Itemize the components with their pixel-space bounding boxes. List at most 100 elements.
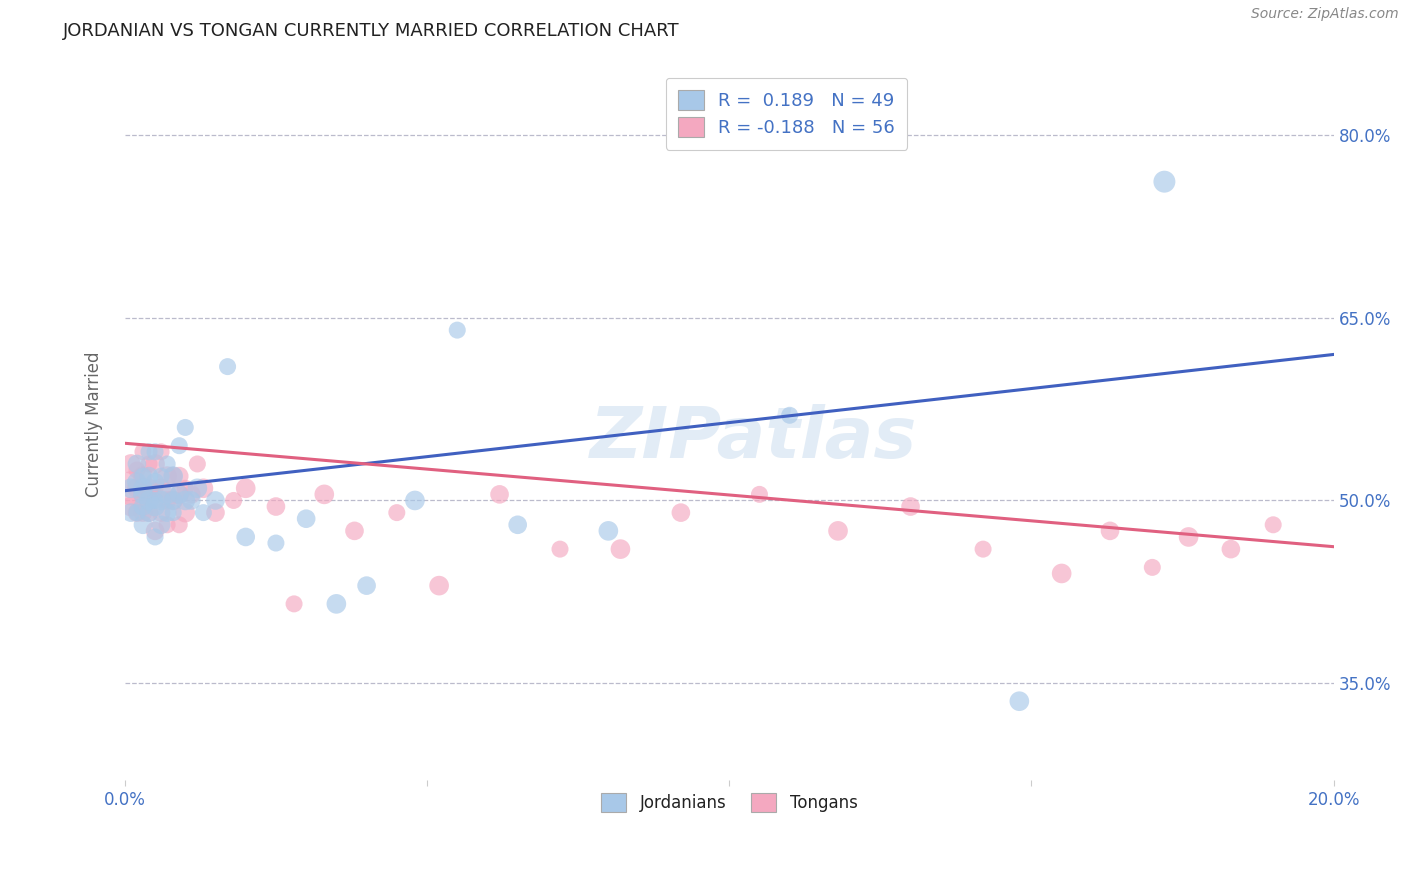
Point <box>548 542 571 557</box>
Point <box>120 457 142 471</box>
Point <box>174 420 197 434</box>
Point <box>1008 694 1031 708</box>
Point <box>488 487 510 501</box>
Point <box>385 506 408 520</box>
Point <box>264 500 287 514</box>
Point <box>132 469 155 483</box>
Point <box>1153 175 1175 189</box>
Point <box>1142 560 1164 574</box>
Point <box>138 444 160 458</box>
Point <box>1098 524 1121 538</box>
Point <box>156 493 179 508</box>
Point <box>125 506 148 520</box>
Point <box>120 506 142 520</box>
Point <box>132 481 155 495</box>
Legend: Jordanians, Tongans: Jordanians, Tongans <box>588 780 870 825</box>
Point <box>827 524 849 538</box>
Point <box>167 487 190 501</box>
Point <box>174 481 197 495</box>
Point <box>120 500 142 514</box>
Point <box>1177 530 1199 544</box>
Point <box>264 536 287 550</box>
Point <box>162 469 184 483</box>
Point <box>143 475 166 490</box>
Point <box>132 500 155 514</box>
Point <box>325 597 347 611</box>
Point <box>1050 566 1073 581</box>
Point <box>283 597 305 611</box>
Point <box>125 506 148 520</box>
Point <box>120 481 142 495</box>
Point <box>150 469 173 483</box>
Point <box>132 487 155 501</box>
Text: ZIPatlas: ZIPatlas <box>589 404 917 473</box>
Point <box>174 493 197 508</box>
Point <box>125 463 148 477</box>
Point <box>150 517 173 532</box>
Point <box>204 506 226 520</box>
Point <box>156 487 179 501</box>
Point <box>972 542 994 557</box>
Point <box>138 469 160 483</box>
Point <box>150 481 173 495</box>
Point <box>138 506 160 520</box>
Point <box>125 475 148 490</box>
Point <box>193 506 215 520</box>
Point <box>156 469 179 483</box>
Point <box>132 506 155 520</box>
Point <box>167 439 190 453</box>
Point <box>748 487 770 501</box>
Point <box>204 493 226 508</box>
Point <box>314 487 336 501</box>
Point <box>235 481 257 495</box>
Point <box>1219 542 1241 557</box>
Point <box>217 359 239 374</box>
Point <box>235 530 257 544</box>
Point <box>156 517 179 532</box>
Point <box>167 517 190 532</box>
Point <box>125 481 148 495</box>
Point <box>167 469 190 483</box>
Point <box>900 500 922 514</box>
Point <box>186 481 208 495</box>
Point <box>180 493 202 508</box>
Point <box>446 323 468 337</box>
Point <box>162 469 184 483</box>
Point <box>143 457 166 471</box>
Point <box>162 493 184 508</box>
Point <box>138 493 160 508</box>
Point <box>143 500 166 514</box>
Point <box>404 493 426 508</box>
Point <box>143 444 166 458</box>
Point <box>669 506 692 520</box>
Point <box>138 481 160 495</box>
Point <box>167 487 190 501</box>
Point <box>150 444 173 458</box>
Point <box>1263 517 1285 532</box>
Point <box>143 481 166 495</box>
Point <box>156 506 179 520</box>
Point <box>132 444 155 458</box>
Point <box>162 506 184 520</box>
Point <box>138 457 160 471</box>
Point <box>125 457 148 471</box>
Point <box>506 517 529 532</box>
Point <box>156 457 179 471</box>
Point <box>150 493 173 508</box>
Point <box>343 524 366 538</box>
Point <box>174 506 197 520</box>
Point <box>138 506 160 520</box>
Point <box>138 493 160 508</box>
Y-axis label: Currently Married: Currently Married <box>86 351 103 497</box>
Point <box>295 512 318 526</box>
Point <box>132 517 155 532</box>
Point <box>186 457 208 471</box>
Point <box>120 481 142 495</box>
Point <box>143 530 166 544</box>
Point <box>779 409 801 423</box>
Point <box>143 524 166 538</box>
Point <box>193 481 215 495</box>
Point <box>162 493 184 508</box>
Point <box>132 487 155 501</box>
Point <box>598 524 620 538</box>
